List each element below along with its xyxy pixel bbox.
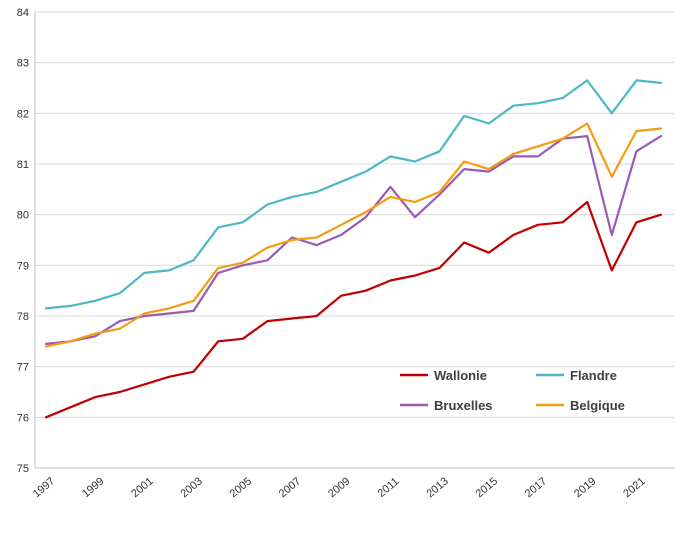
x-tick-label-2009: 2009 — [326, 475, 352, 500]
axes — [34, 12, 675, 469]
y-tick-label-75: 75 — [17, 463, 29, 475]
legend-label-wallonie: Wallonie — [434, 368, 487, 383]
x-tick-label-2011: 2011 — [376, 476, 402, 500]
series-line-wallonie — [44, 200, 663, 419]
y-tick-label-78: 78 — [17, 311, 29, 323]
y-tick-label-76: 76 — [17, 412, 29, 424]
y-tick-label-81: 81 — [17, 159, 29, 171]
x-tick-label-2003: 2003 — [178, 475, 204, 500]
legend-label-bruxelles: Bruxelles — [434, 398, 493, 413]
x-tick-label-2001: 2001 — [129, 475, 155, 500]
x-tick-label-1999: 1999 — [80, 475, 106, 500]
series-line-belgique — [44, 122, 663, 348]
x-tick-label-1997: 1997 — [31, 475, 57, 500]
series-lines — [44, 79, 663, 419]
tick-labels: 75 76 77 78 79 80 81 82 83 84 1997 1999 2001 2003 2005… — [17, 7, 648, 500]
y-tick-label-80: 80 — [17, 210, 29, 222]
legend: Wallonie Flandre Bruxelles Belgique — [400, 368, 625, 413]
x-tick-label-2015: 2015 — [474, 475, 500, 500]
legend-label-belgique: Belgique — [570, 398, 625, 413]
series-line-flandre — [44, 79, 663, 310]
grid-lines — [35, 11, 675, 418]
y-tick-label-83: 83 — [17, 58, 29, 70]
y-tick-label-79: 79 — [17, 260, 29, 272]
x-tick-label-2021: 2021 — [621, 475, 647, 500]
x-tick-label-2013: 2013 — [424, 475, 450, 500]
y-tick-label-82: 82 — [17, 108, 29, 120]
x-tick-label-2017: 2017 — [523, 475, 549, 500]
y-tick-label-84: 84 — [17, 7, 29, 19]
x-tick-label-2005: 2005 — [228, 475, 254, 500]
series-line-bruxelles — [44, 135, 663, 345]
x-tick-label-2007: 2007 — [277, 475, 303, 500]
y-tick-label-77: 77 — [17, 362, 29, 374]
x-tick-label-2019: 2019 — [572, 475, 598, 500]
legend-label-flandre: Flandre — [570, 368, 617, 383]
